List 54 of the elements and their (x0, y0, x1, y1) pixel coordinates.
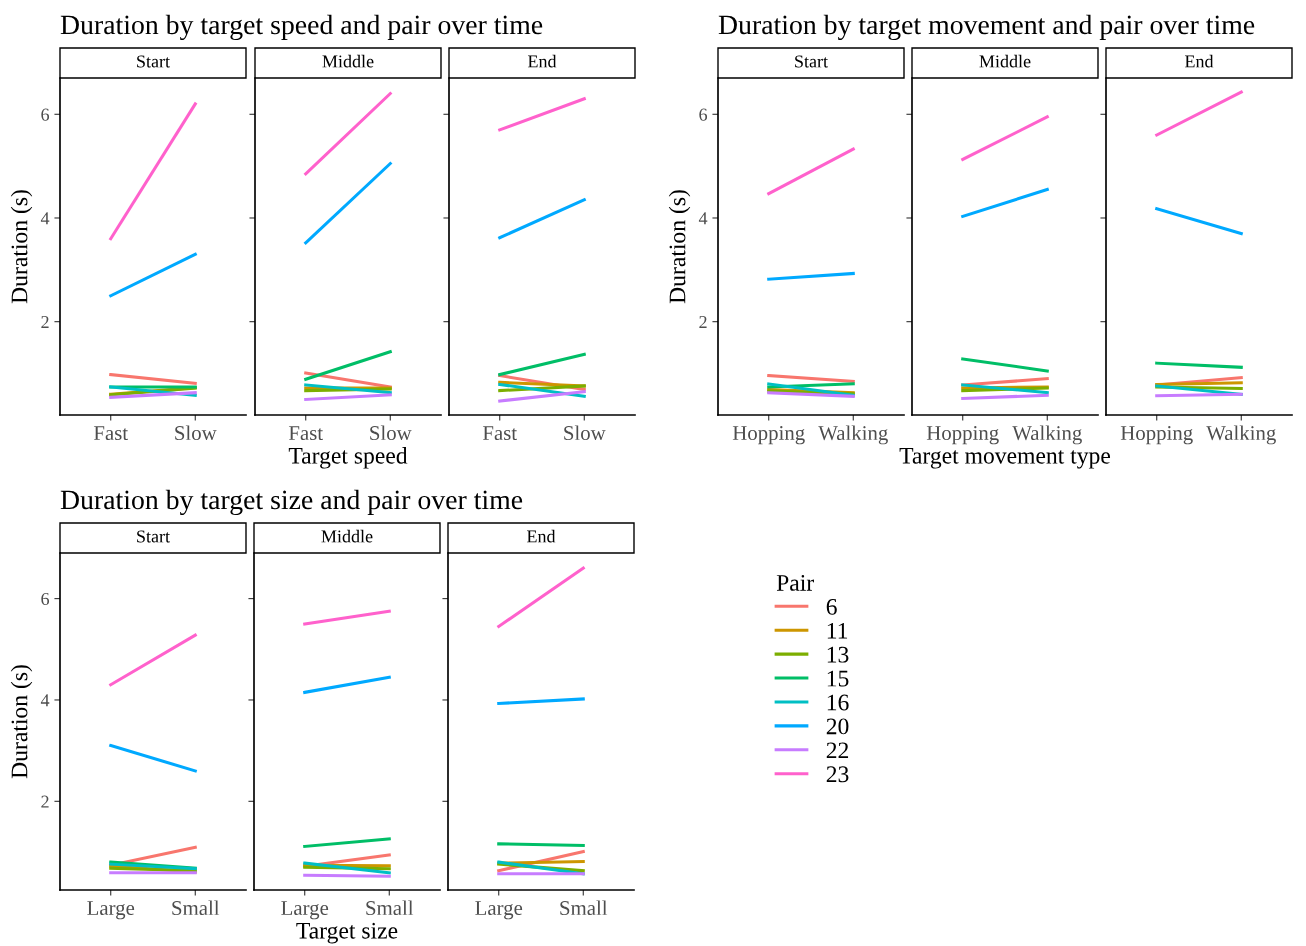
x-tick-label: Large (475, 901, 523, 920)
x-tick-label: Slow (370, 425, 412, 441)
text: Duration by target movement and pair over time (718, 14, 1255, 40)
y-tick-label: 4 (698, 212, 708, 225)
x-tick-label: Small (560, 900, 608, 916)
x-tick-label: Hopping (926, 426, 999, 445)
x-tick-label: Slow (564, 425, 606, 441)
y-tick-label: 6 (41, 592, 50, 606)
chart-title: Middle (322, 54, 374, 68)
y-tick-label: 2 (41, 795, 49, 808)
y-tick-label: 4 (40, 212, 50, 225)
x-axis-title: Target movement type (899, 448, 1111, 469)
chart-title: Start (137, 55, 170, 68)
legend-title: Pair (776, 575, 814, 591)
chart-title: Middle (979, 54, 1031, 68)
y-tick-label: 2 (699, 315, 707, 328)
chart-title: End (527, 54, 557, 68)
text: Duration by target speed and pair over time (60, 14, 543, 40)
legend-label: 13 (827, 646, 849, 663)
legend-label: 23 (826, 766, 849, 783)
x-tick-label: Large (281, 901, 329, 920)
legend-label: 15 (827, 670, 849, 687)
x-tick-label: Hopping (1120, 426, 1193, 445)
y-axis-title: Duration (s) (10, 665, 33, 779)
chart-title: Start (137, 530, 170, 543)
y-tick-label: 6 (699, 108, 708, 121)
x-tick-label: Fast (288, 426, 323, 441)
y-tick-label: 6 (41, 108, 50, 121)
x-tick-label: Fast (93, 426, 128, 441)
x-tick-label: Slow (175, 425, 217, 441)
x-tick-label: Small (366, 900, 414, 916)
y-axis-title: Duration (s) (10, 190, 33, 304)
legend-label: 20 (826, 718, 849, 735)
x-tick-label: Large (87, 901, 135, 920)
chart-title: End (1184, 54, 1214, 68)
x-tick-label: Hopping (732, 426, 805, 445)
legend-label: 11 (827, 622, 848, 639)
chart-title: End (526, 529, 556, 543)
x-axis-title: Target speed (288, 447, 408, 469)
x-tick-label: Walking (1206, 425, 1276, 445)
x-tick-label: Small (172, 900, 220, 916)
chart-title: Middle (321, 529, 373, 543)
legend-label: 6 (826, 598, 837, 615)
legend-label: 16 (827, 694, 849, 711)
x-tick-label: Walking (1012, 425, 1082, 445)
x-tick-label: Walking (818, 425, 888, 445)
y-tick-label: 2 (41, 315, 49, 328)
x-tick-label: Fast (482, 426, 517, 441)
x-axis-title: Target size (296, 922, 398, 944)
text: Duration by target size and pair over time (60, 489, 523, 515)
y-tick-label: 4 (40, 694, 50, 707)
legend-label: 22 (826, 742, 849, 759)
chart-title: Start (795, 55, 828, 68)
y-axis-title: Duration (s) (668, 190, 691, 304)
